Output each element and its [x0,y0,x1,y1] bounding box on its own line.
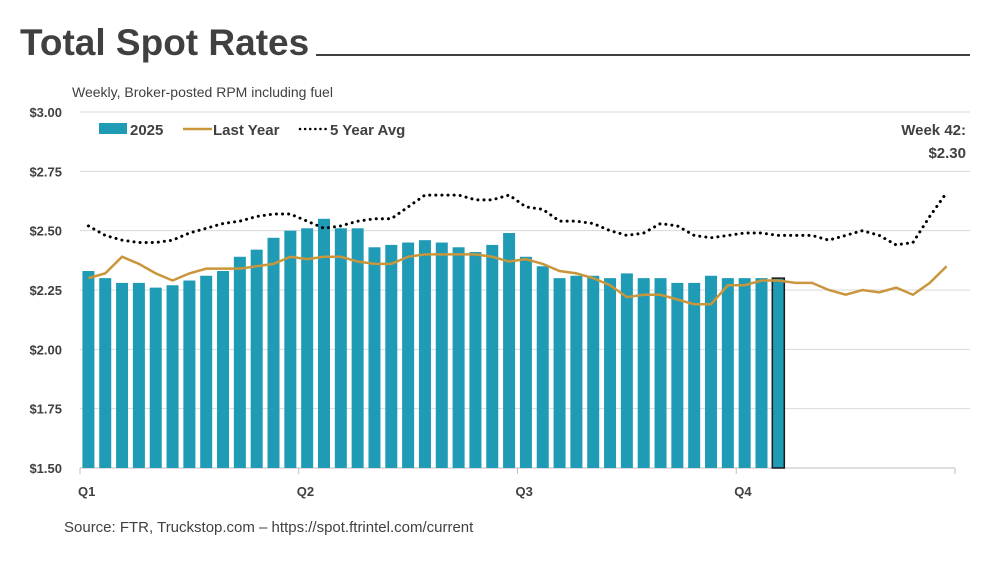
bar-2025 [587,275,600,468]
y-tick-label: $2.50 [29,224,62,239]
bar-2025 [334,228,347,468]
bar-2025 [368,247,381,468]
bar-2025 [166,285,179,468]
bar-2025 [620,273,633,468]
bar-2025 [688,282,701,468]
bar-2025 [553,278,566,468]
y-tick-label: $2.25 [29,283,62,298]
bar-2025 [317,218,330,468]
y-tick-label: $2.75 [29,164,62,179]
y-tick-label: $1.75 [29,402,62,417]
legend-label-5-year-avg: 5 Year Avg [330,122,405,139]
bar-2025 [301,228,314,468]
bar-2025 [267,237,280,468]
y-tick-label: $1.50 [29,461,62,476]
x-tick-label: Q2 [297,484,314,499]
bar-2025 [452,247,465,468]
bar-2025 [503,233,516,468]
bar-2025 [519,256,532,468]
bar-2025 [418,240,431,468]
bar-2025 [183,280,196,468]
bar-2025 [604,278,617,468]
source-note: Source: FTR, Truckstop.com – https://spo… [64,519,474,536]
line-last-year [88,253,948,306]
bar-2025 [250,249,263,468]
bar-2025 [637,278,650,468]
bar-2025 [469,252,482,468]
bar-2025 [721,278,734,468]
chart-subtitle: Weekly, Broker-posted RPM including fuel [72,84,333,100]
x-tick-label: Q3 [516,484,533,499]
legend-label-2025: 2025 [130,122,163,139]
bar-2025 [233,256,246,468]
bar-2025 [132,282,145,468]
x-tick-label: Q1 [78,484,95,499]
bar-2025 [570,275,583,468]
line-5-year-avg [86,191,949,247]
bar-2025 [99,278,112,468]
bar-2025 [536,266,549,468]
bar-2025 [200,275,213,468]
y-tick-label: $3.00 [29,105,62,120]
week-annotation-value: $2.30 [928,145,966,162]
bar-2025 [738,278,751,468]
bar-2025 [671,282,684,468]
bar-2025 [385,244,398,468]
bar-2025 [217,271,230,468]
bar-2025 [82,271,95,468]
bar-2025 [351,228,364,468]
bar-2025 [116,282,129,468]
bar-2025 [149,287,162,468]
bar-2025 [284,230,297,468]
week-annotation-label: Week 42: [901,122,966,139]
bar-2025 [402,242,415,468]
x-tick-label: Q4 [734,484,752,499]
legend-swatch-2025 [99,123,127,134]
bar-2025 [435,242,448,468]
bar-2025 [705,275,718,468]
bar-2025 [486,244,499,468]
title-rule [316,54,970,56]
bar-2025 [771,277,786,469]
y-tick-label: $2.00 [29,342,62,357]
legend-label-last-year: Last Year [213,122,280,139]
chart-title: Total Spot Rates [20,22,310,63]
bar-2025 [755,278,768,468]
bar-2025 [654,278,667,468]
